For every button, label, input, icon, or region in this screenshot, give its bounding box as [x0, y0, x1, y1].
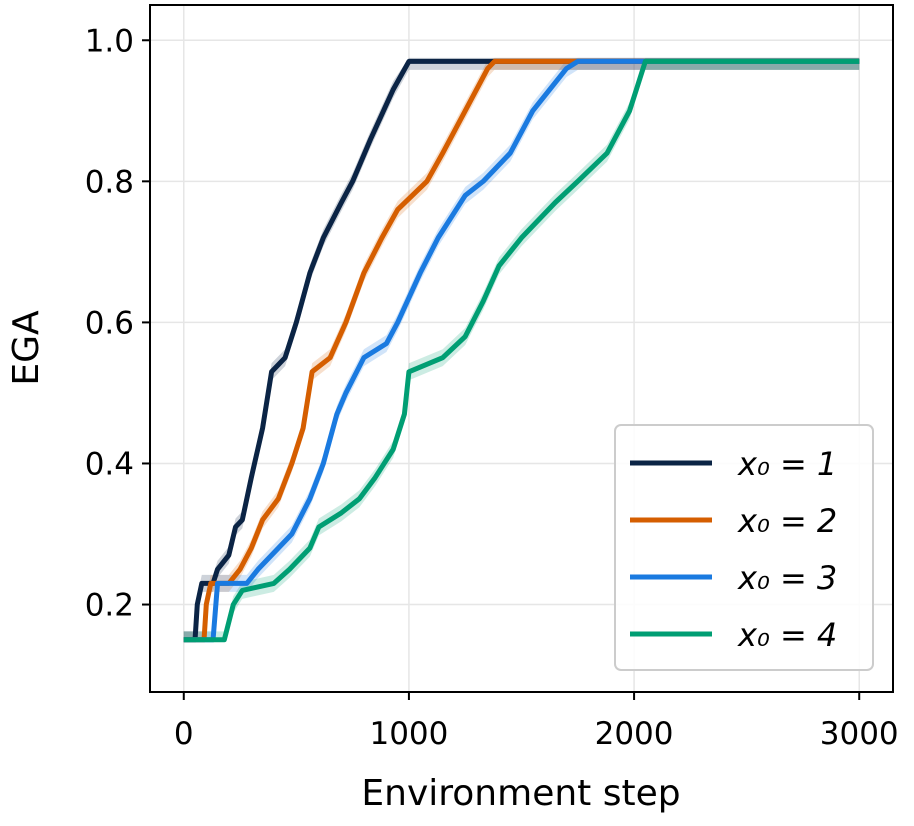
x-axis: 0 1000 2000 3000 [174, 692, 899, 752]
series-line-1 [183, 58, 860, 643]
legend-label-2: x₀ = 2 [737, 502, 837, 540]
y-tick-label: 0.8 [85, 164, 134, 200]
legend-label-4: x₀ = 4 [737, 616, 837, 654]
y-tick-label: 0.2 [85, 588, 134, 624]
grid [150, 5, 893, 692]
x-axis-label: Environment step [361, 773, 680, 814]
legend-label-1: x₀ = 1 [737, 445, 837, 483]
y-tick-label: 0.4 [85, 446, 134, 482]
x-tick-label: 3000 [820, 716, 899, 752]
plot-frame [149, 4, 894, 693]
y-tick-label: 0.6 [85, 305, 134, 341]
x-tick-label: 1000 [369, 716, 448, 752]
legend-box [614, 424, 874, 671]
series-lines [183, 58, 860, 643]
legend: x₀ = 1 x₀ = 2 x₀ = 3 x₀ = 4 [614, 424, 874, 671]
y-axis-label: EGA [6, 310, 47, 386]
legend-label-3: x₀ = 3 [737, 559, 837, 597]
series-line-4 [183, 58, 860, 643]
x-tick-label: 0 [174, 716, 194, 752]
series-line-3 [183, 58, 860, 643]
y-tick-label: 1.0 [85, 23, 134, 59]
x-tick-label: 2000 [595, 716, 674, 752]
y-axis: 0.2 0.4 0.6 0.8 1.0 [85, 23, 150, 624]
